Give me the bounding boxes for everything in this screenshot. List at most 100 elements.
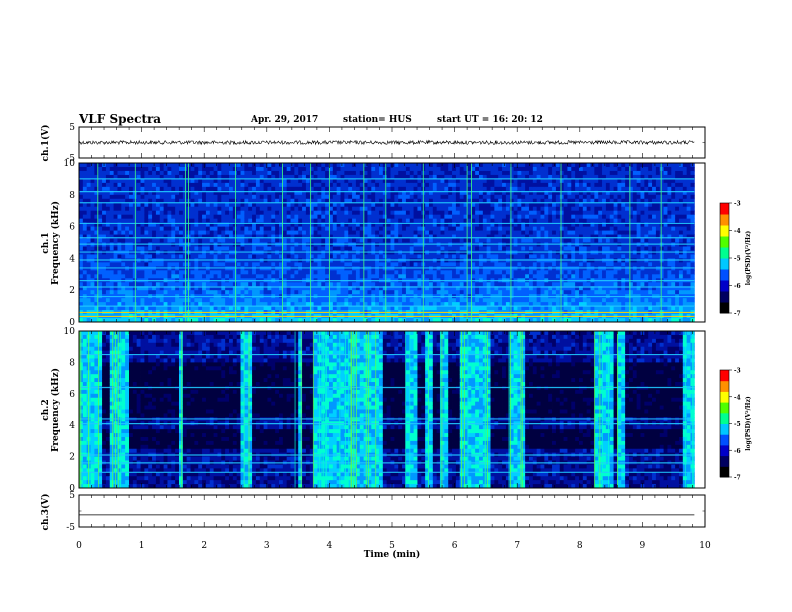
ch1-spec-cell <box>125 290 130 295</box>
ch1-spec-cell <box>378 226 384 231</box>
ch1-spec-cell <box>217 254 222 259</box>
ch1-spec-cell <box>467 186 472 192</box>
ch1-spec-cell <box>321 170 326 176</box>
ch1-spec-cell <box>444 182 449 188</box>
ch1-spec-cell <box>121 246 126 251</box>
ch1-spec-cell <box>98 262 103 267</box>
ch1-spec-cell <box>321 306 326 311</box>
ch1-spec-cell <box>494 174 499 180</box>
ch1-spec-cell <box>86 262 91 267</box>
ch1-spec-cell <box>471 186 476 192</box>
ch1-spec-cell <box>140 246 145 251</box>
ch1-spec-cell <box>502 182 507 188</box>
ch1-spec-cell <box>286 242 291 247</box>
ch1-spec-cell <box>482 270 488 275</box>
ch1-spec-cell <box>490 170 495 176</box>
ch1-spec-cell <box>386 254 391 259</box>
ch1-spec-cell <box>148 318 153 323</box>
ch1-spec-cell <box>171 174 176 180</box>
ch1-spec-cell <box>163 170 168 176</box>
ch1-spec-cell <box>313 254 318 259</box>
ch1-spec-cell <box>305 250 311 255</box>
ch1-spec-cell <box>259 166 265 172</box>
ch1-spec-cell <box>402 302 407 307</box>
ch1-spec-cell <box>405 298 411 303</box>
ch1-spec-cell <box>340 234 345 239</box>
ch1-spec-cell <box>452 166 457 172</box>
ch1-spec-cell <box>321 194 326 200</box>
ch1-spec-cell <box>463 170 468 176</box>
ch1-spec-cell <box>159 302 165 307</box>
ch1-spec-cell <box>290 230 295 235</box>
ch1-spec-cell <box>175 218 180 224</box>
ch1-spec-cell <box>382 254 388 259</box>
ch1-spec-cell <box>121 286 126 291</box>
ch1-spec-cell <box>225 170 230 176</box>
ch1-spec-cell <box>148 262 153 267</box>
ch1-spec-cell <box>117 242 122 247</box>
ch1-spec-cell <box>378 210 384 216</box>
ch1-spec-cell <box>517 202 522 208</box>
ch1-spec-cell <box>344 226 349 231</box>
ch1-spec-cell <box>405 290 411 295</box>
ch1-spec-cell <box>332 178 338 184</box>
ch1-spec-cell <box>513 178 518 184</box>
ch1-spec-cell <box>167 210 172 216</box>
ch1-spec-cell <box>428 282 434 287</box>
ch1-spec-cell <box>321 302 326 307</box>
ch1-spec-cell <box>125 238 130 243</box>
ch1-spec-cell <box>525 166 530 172</box>
ch1-spec-cell <box>378 163 384 168</box>
ch1-spec-cell <box>348 306 353 311</box>
ch1-spec-cell <box>375 250 380 255</box>
ch1-spec-cell <box>390 174 395 180</box>
ch1-spec-cell <box>455 163 461 168</box>
ch1-spec-cell <box>144 274 149 279</box>
ch1-spec-cell <box>467 218 472 224</box>
ch1-spec-cell <box>313 190 318 196</box>
ch1-spec-cell <box>371 246 376 251</box>
ch1-spec-cell <box>167 214 172 220</box>
ch1-spec-cell <box>528 190 534 196</box>
ch1-spec-cell <box>386 206 391 212</box>
ch1-spec-cell <box>536 290 541 295</box>
ch1-spec-cell <box>525 198 530 204</box>
ch1-spec-cell <box>159 166 165 172</box>
ch1-spec-cell <box>432 182 438 188</box>
ch1-spec-cell <box>159 222 165 228</box>
ch1-spec-cell <box>221 230 226 235</box>
ch1-spec-cell <box>244 298 249 303</box>
ch1-spec-cell <box>375 298 380 303</box>
ch1-spec-cell <box>325 234 330 239</box>
ch1-spec-cell <box>317 262 322 267</box>
ch1-spec-cell <box>517 178 522 184</box>
ch1-spec-cell <box>425 226 430 231</box>
ch1-spec-cell <box>321 290 326 295</box>
ch1-spec-cell <box>344 218 349 224</box>
ch1-spec-cell <box>255 298 261 303</box>
ch1-spec-cell <box>155 318 161 323</box>
ch1-spec-cell <box>121 182 126 188</box>
ch1-spec-cell <box>486 186 491 192</box>
ch1-spec-cell <box>332 210 338 216</box>
ch1-spec-cell <box>398 178 403 184</box>
ch1-spec-cell <box>375 318 380 323</box>
ch1-spec-cell <box>359 222 365 228</box>
ch1-spec-cell <box>494 214 499 220</box>
ch1-spec-cell <box>498 290 503 295</box>
ch1-spec-cell <box>271 298 276 303</box>
ch1-spec-cell <box>455 170 461 176</box>
ch1-spec-cell <box>79 202 84 208</box>
ch1-spec-cell <box>363 163 368 168</box>
ch1-spec-cell <box>209 178 215 184</box>
ch1-spec-cell <box>94 302 99 307</box>
ch1-spec-cell <box>86 306 91 311</box>
ch1-spec-cell <box>459 318 464 323</box>
ch1-spec-cell <box>136 198 141 204</box>
ch1-spec-cell <box>155 254 161 259</box>
ch1-spec-cell <box>536 318 541 323</box>
ch1-spec-cell <box>482 202 488 208</box>
ch1-spec-cell <box>305 163 311 168</box>
ch1-spec-cell <box>82 222 88 228</box>
ch1-spec-cell <box>228 190 234 196</box>
